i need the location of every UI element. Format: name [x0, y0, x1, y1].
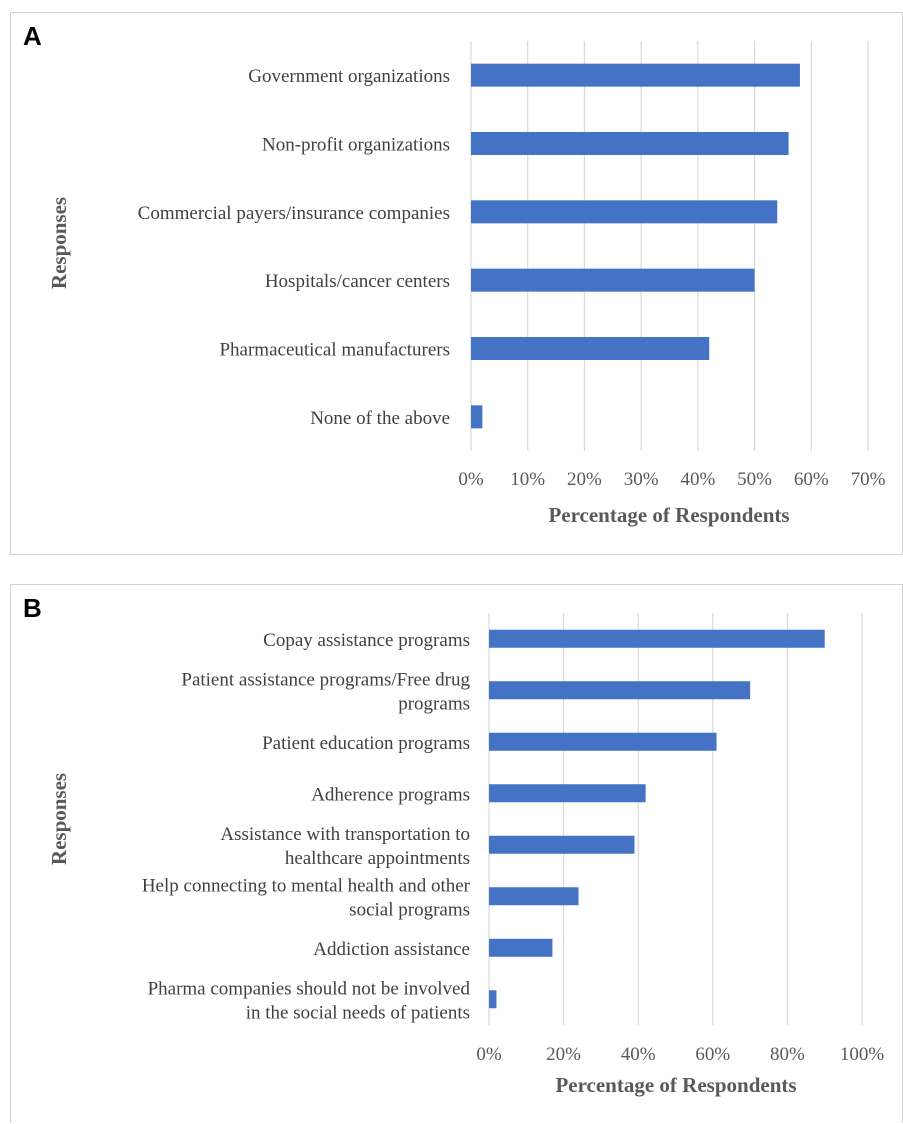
chart-panel-b: B Copay assistance programs Patient assis…: [10, 584, 903, 1123]
tick-label: 20%: [546, 1044, 581, 1065]
bar: [489, 732, 717, 751]
bar: [489, 681, 751, 700]
tick-label: 60%: [794, 469, 829, 490]
category-label: Patient education programs: [262, 733, 470, 754]
tick-label: 100%: [840, 1044, 885, 1065]
category-label: None of the above: [310, 408, 450, 429]
category-label: in the social needs of patients: [246, 1002, 470, 1023]
tick-label: 50%: [737, 469, 772, 490]
bar: [489, 887, 579, 906]
y-axis-title: Responses: [47, 773, 71, 865]
bar: [471, 200, 778, 224]
category-label: healthcare appointments: [285, 848, 470, 869]
chart-panel-a: A Government organizations Non-profit org…: [10, 12, 903, 555]
tick-label: 40%: [621, 1044, 656, 1065]
bar-chart-b: Copay assistance programs Patient assista…: [47, 613, 885, 1097]
category-label: Addiction assistance: [313, 939, 470, 960]
x-axis-title: Percentage of Respondents: [555, 1073, 796, 1097]
bar: [471, 268, 755, 292]
bar: [471, 63, 800, 87]
bar: [489, 835, 635, 854]
tick-label: 40%: [680, 469, 715, 490]
panel-label-a: A: [23, 21, 42, 51]
category-label: Patient assistance programs/Free drug: [181, 669, 470, 690]
category-label: Adherence programs: [311, 784, 470, 805]
tick-label: 30%: [624, 469, 659, 490]
category-label: Commercial payers/insurance companies: [138, 203, 450, 224]
tick-label: 60%: [695, 1044, 730, 1065]
category-label: programs: [398, 693, 470, 714]
category-label: Assistance with transportation to: [220, 824, 470, 845]
category-label: Government organizations: [248, 66, 450, 87]
category-label: Non-profit organizations: [262, 135, 450, 156]
category-label: Copay assistance programs: [263, 630, 470, 651]
category-label: Help connecting to mental health and oth…: [142, 875, 471, 896]
tick-label: 20%: [567, 469, 602, 490]
tick-label: 80%: [770, 1044, 805, 1065]
bar-chart-a: Government organizations Non-profit organ…: [47, 41, 886, 527]
category-label: social programs: [349, 899, 470, 920]
tick-label: 70%: [851, 469, 886, 490]
tick-label: 10%: [510, 469, 545, 490]
category-label: Pharmaceutical manufacturers: [219, 340, 450, 361]
category-label: Hospitals/cancer centers: [265, 271, 450, 292]
bar: [471, 337, 710, 360]
bar: [489, 784, 646, 803]
tick-label: 0%: [458, 469, 484, 490]
panel-label-b: B: [23, 593, 42, 623]
bar: [471, 132, 789, 155]
bar: [471, 405, 483, 429]
y-axis-title: Responses: [47, 197, 71, 289]
bar: [489, 938, 553, 957]
bar: [489, 990, 497, 1009]
bar: [489, 629, 825, 648]
x-axis-title: Percentage of Respondents: [548, 503, 789, 527]
tick-label: 0%: [476, 1044, 502, 1065]
category-label: Pharma companies should not be involved: [148, 978, 471, 999]
